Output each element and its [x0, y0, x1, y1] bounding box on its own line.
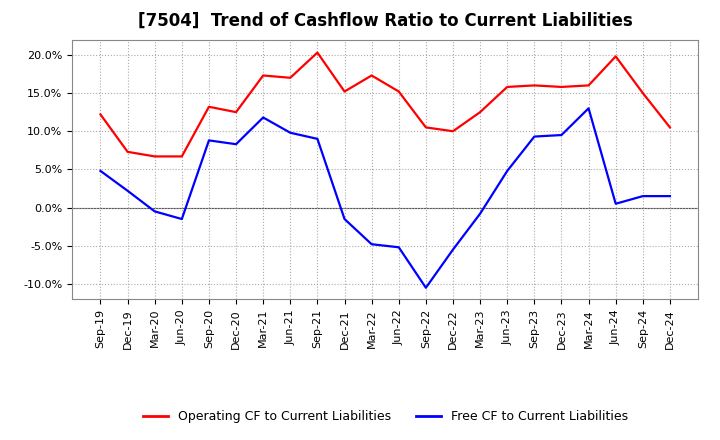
Operating CF to Current Liabilities: [232, 110, 240, 115]
Line: Operating CF to Current Liabilities: Operating CF to Current Liabilities: [101, 52, 670, 156]
Operating CF to Current Liabilities: [421, 125, 430, 130]
Free CF to Current Liabilities: [178, 216, 186, 222]
Operating CF to Current Liabilities: [96, 112, 105, 117]
Legend: Operating CF to Current Liabilities, Free CF to Current Liabilities: Operating CF to Current Liabilities, Fre…: [138, 405, 633, 428]
Free CF to Current Liabilities: [259, 115, 268, 120]
Free CF to Current Liabilities: [449, 247, 457, 252]
Free CF to Current Liabilities: [150, 209, 159, 214]
Free CF to Current Liabilities: [530, 134, 539, 139]
Operating CF to Current Liabilities: [395, 89, 403, 94]
Operating CF to Current Liabilities: [449, 128, 457, 134]
Operating CF to Current Liabilities: [476, 110, 485, 115]
Operating CF to Current Liabilities: [503, 84, 511, 90]
Free CF to Current Liabilities: [341, 216, 349, 222]
Operating CF to Current Liabilities: [286, 75, 294, 81]
Free CF to Current Liabilities: [395, 245, 403, 250]
Operating CF to Current Liabilities: [204, 104, 213, 110]
Free CF to Current Liabilities: [503, 168, 511, 173]
Operating CF to Current Liabilities: [665, 125, 674, 130]
Operating CF to Current Liabilities: [341, 89, 349, 94]
Operating CF to Current Liabilities: [123, 149, 132, 154]
Operating CF to Current Liabilities: [367, 73, 376, 78]
Operating CF to Current Liabilities: [530, 83, 539, 88]
Free CF to Current Liabilities: [367, 242, 376, 247]
Free CF to Current Liabilities: [232, 142, 240, 147]
Free CF to Current Liabilities: [639, 194, 647, 199]
Free CF to Current Liabilities: [476, 211, 485, 216]
Free CF to Current Liabilities: [123, 188, 132, 194]
Free CF to Current Liabilities: [204, 138, 213, 143]
Free CF to Current Liabilities: [557, 132, 566, 138]
Operating CF to Current Liabilities: [178, 154, 186, 159]
Free CF to Current Liabilities: [611, 201, 620, 206]
Operating CF to Current Liabilities: [259, 73, 268, 78]
Line: Free CF to Current Liabilities: Free CF to Current Liabilities: [101, 108, 670, 288]
Free CF to Current Liabilities: [584, 106, 593, 111]
Free CF to Current Liabilities: [313, 136, 322, 142]
Operating CF to Current Liabilities: [639, 90, 647, 95]
Operating CF to Current Liabilities: [313, 50, 322, 55]
Free CF to Current Liabilities: [96, 168, 105, 173]
Free CF to Current Liabilities: [665, 194, 674, 199]
Free CF to Current Liabilities: [286, 130, 294, 136]
Operating CF to Current Liabilities: [150, 154, 159, 159]
Operating CF to Current Liabilities: [611, 54, 620, 59]
Operating CF to Current Liabilities: [584, 83, 593, 88]
Title: [7504]  Trend of Cashflow Ratio to Current Liabilities: [7504] Trend of Cashflow Ratio to Curren…: [138, 12, 633, 30]
Free CF to Current Liabilities: [421, 285, 430, 290]
Operating CF to Current Liabilities: [557, 84, 566, 90]
